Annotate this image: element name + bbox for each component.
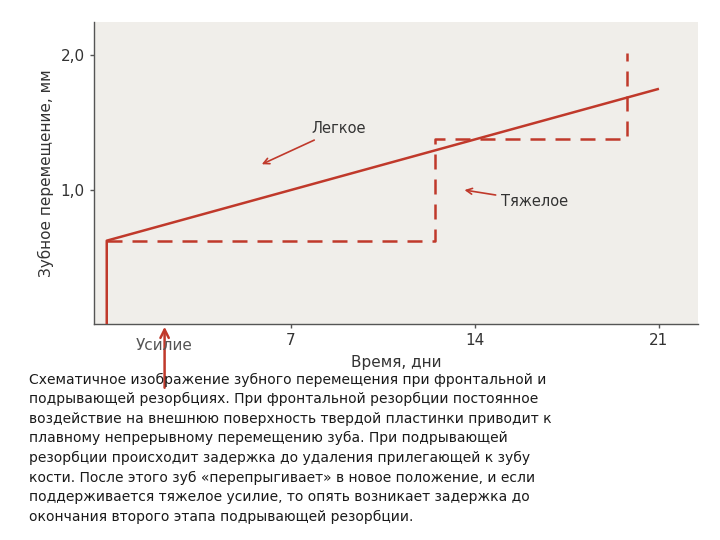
Y-axis label: Зубное перемещение, мм: Зубное перемещение, мм <box>37 69 53 276</box>
X-axis label: Время, дни: Время, дни <box>351 355 441 370</box>
Text: Легкое: Легкое <box>264 121 366 164</box>
Text: Тяжелое: Тяжелое <box>467 188 568 209</box>
Text: Усилие: Усилие <box>136 338 193 353</box>
Text: Схематичное изображение зубного перемещения при фронтальной и
подрывающей резорб: Схематичное изображение зубного перемеще… <box>29 373 552 524</box>
